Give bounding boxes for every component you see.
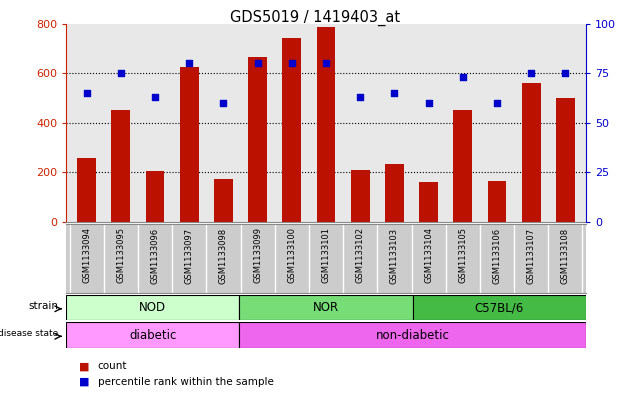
Point [184, 60, 194, 66]
Bar [317, 27, 335, 222]
Text: diabetic: diabetic [129, 329, 176, 342]
Text: NOR: NOR [313, 301, 339, 314]
Text: GSM1133098: GSM1133098 [219, 228, 228, 284]
Text: GSM1133108: GSM1133108 [561, 228, 570, 284]
Bar [413, 295, 586, 320]
Point [219, 100, 229, 106]
Text: GSM1133094: GSM1133094 [82, 228, 91, 283]
Bar [112, 110, 130, 222]
Text: count: count [98, 361, 127, 371]
Point [389, 90, 399, 96]
Text: GSM1133107: GSM1133107 [527, 228, 536, 284]
Bar [77, 158, 96, 222]
Text: GSM1133101: GSM1133101 [321, 228, 331, 283]
Bar [419, 182, 438, 222]
Point [82, 90, 92, 96]
Point [116, 70, 126, 76]
Point [150, 94, 160, 100]
Text: GDS5019 / 1419403_at: GDS5019 / 1419403_at [230, 10, 400, 26]
Bar [239, 295, 413, 320]
Bar [214, 179, 233, 222]
Point [321, 60, 331, 66]
Text: NOD: NOD [139, 301, 166, 314]
Text: GSM1133102: GSM1133102 [356, 228, 365, 283]
Point [458, 74, 468, 80]
Text: C57BL/6: C57BL/6 [474, 301, 524, 314]
Bar [522, 83, 541, 222]
Bar [146, 171, 164, 222]
Text: GSM1133097: GSM1133097 [185, 228, 194, 284]
Text: GSM1133105: GSM1133105 [458, 228, 467, 283]
Point [253, 60, 263, 66]
Text: GSM1133099: GSM1133099 [253, 228, 262, 283]
Text: GSM1133104: GSM1133104 [424, 228, 433, 283]
Point [526, 70, 536, 76]
Bar [180, 67, 198, 222]
Bar [556, 98, 575, 222]
Text: GSM1133096: GSM1133096 [151, 228, 159, 284]
Text: GSM1133100: GSM1133100 [287, 228, 296, 283]
Text: disease state: disease state [0, 329, 58, 338]
Point [287, 60, 297, 66]
Text: ■: ■ [79, 361, 89, 371]
Bar [351, 170, 370, 222]
Text: GSM1133106: GSM1133106 [493, 228, 501, 284]
Text: percentile rank within the sample: percentile rank within the sample [98, 377, 273, 387]
Bar [66, 322, 239, 348]
Bar [488, 181, 507, 222]
Text: non-diabetic: non-diabetic [375, 329, 450, 342]
Bar [248, 57, 267, 222]
Text: GSM1133095: GSM1133095 [117, 228, 125, 283]
Bar [239, 322, 586, 348]
Point [423, 100, 433, 106]
Point [355, 94, 365, 100]
Point [492, 100, 502, 106]
Text: strain: strain [28, 301, 58, 311]
Text: GSM1133103: GSM1133103 [390, 228, 399, 284]
Bar [66, 295, 239, 320]
Bar [282, 39, 301, 222]
Point [560, 70, 570, 76]
Bar [454, 110, 472, 222]
Text: ■: ■ [79, 377, 89, 387]
Bar [385, 164, 404, 222]
